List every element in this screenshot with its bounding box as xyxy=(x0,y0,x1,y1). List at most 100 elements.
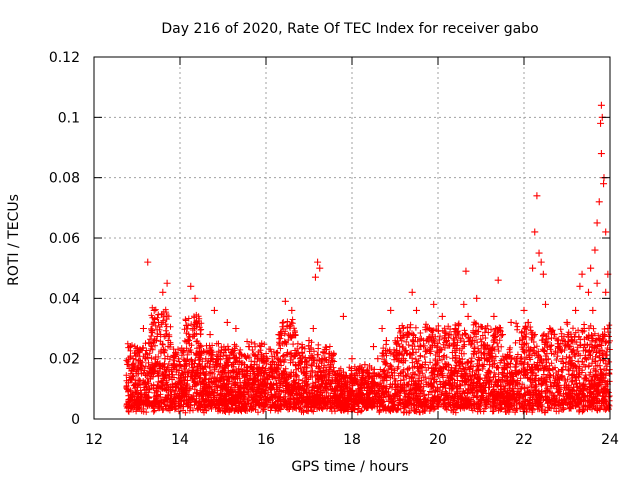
data-point xyxy=(395,325,403,332)
data-point xyxy=(468,337,476,345)
data-point xyxy=(219,373,227,381)
data-point xyxy=(559,355,567,363)
data-point xyxy=(159,288,167,296)
tick-labels-layer: 12 14 16 18 20 22 24 0 0.02 0.04 0.06 0.08 0.1 0.12 xyxy=(49,50,619,448)
data-point xyxy=(167,391,175,399)
data-point xyxy=(339,312,347,320)
data-point xyxy=(425,325,433,332)
x-tick-label: 18 xyxy=(343,432,361,448)
data-point xyxy=(430,300,438,308)
data-point xyxy=(597,119,605,127)
data-point xyxy=(137,397,145,405)
data-point xyxy=(292,373,300,381)
data-point xyxy=(357,391,365,399)
x-axis-title: GPS time / hours xyxy=(291,459,408,475)
x-tick-label: 16 xyxy=(257,432,275,448)
data-point xyxy=(236,379,244,387)
data-point xyxy=(535,249,543,257)
data-point xyxy=(135,349,143,357)
data-point xyxy=(249,391,257,399)
data-point xyxy=(301,379,309,387)
data-point xyxy=(593,219,601,227)
data-point xyxy=(391,349,399,357)
x-tick-label: 14 xyxy=(171,432,189,448)
data-point xyxy=(378,325,386,332)
y-axis-title: ROTI / TECUs xyxy=(6,194,22,286)
data-point xyxy=(133,370,141,378)
data-point xyxy=(382,337,390,345)
data-point xyxy=(460,300,468,308)
data-point xyxy=(434,349,442,357)
y-tick-label: 0.04 xyxy=(49,291,80,307)
data-point xyxy=(499,331,506,339)
data-point xyxy=(327,361,334,369)
data-point xyxy=(361,361,369,369)
data-point xyxy=(365,373,373,381)
data-point xyxy=(279,318,287,326)
data-point xyxy=(600,180,608,188)
data-point xyxy=(288,306,296,314)
data-point xyxy=(139,325,147,332)
data-point xyxy=(550,331,558,339)
data-point xyxy=(587,264,595,272)
y-tick-label: 0.12 xyxy=(49,50,80,66)
y-tick-label: 0 xyxy=(71,412,80,428)
data-point xyxy=(456,355,463,363)
data-point xyxy=(258,367,266,375)
data-point xyxy=(155,318,162,326)
data-point xyxy=(529,264,537,272)
data-point xyxy=(318,355,326,363)
y-tick-label: 0.08 xyxy=(49,171,80,187)
data-point xyxy=(245,343,253,351)
chart-title: Day 216 of 2020, Rate Of TEC Index for r… xyxy=(161,21,538,37)
data-point xyxy=(451,325,459,332)
data-points-layer xyxy=(124,101,612,411)
data-point xyxy=(481,325,489,332)
data-point xyxy=(576,282,584,290)
data-point xyxy=(191,294,199,302)
data-point xyxy=(473,294,481,302)
data-point xyxy=(589,306,597,314)
x-tick-label: 20 xyxy=(429,432,447,448)
data-point xyxy=(462,267,470,275)
data-point xyxy=(531,228,539,236)
data-point xyxy=(262,355,270,363)
data-point xyxy=(447,367,455,375)
data-point xyxy=(215,355,223,363)
ticks-layer xyxy=(93,56,611,420)
data-point xyxy=(131,391,139,399)
dense-noise-layer xyxy=(123,304,613,416)
data-point xyxy=(284,349,291,357)
data-point xyxy=(542,300,549,308)
data-point xyxy=(490,312,498,320)
data-point xyxy=(266,385,274,393)
data-point xyxy=(602,288,610,296)
data-point xyxy=(370,343,377,351)
data-point xyxy=(148,361,156,369)
data-point xyxy=(507,318,515,326)
data-point xyxy=(593,279,601,287)
data-point xyxy=(305,337,313,345)
data-point xyxy=(348,355,356,363)
data-point xyxy=(516,337,524,345)
data-point xyxy=(331,385,339,393)
data-point xyxy=(152,385,160,393)
data-point xyxy=(146,340,154,348)
data-point xyxy=(443,337,451,345)
data-point xyxy=(344,379,352,387)
data-point xyxy=(595,198,603,206)
data-point xyxy=(142,379,150,387)
data-point xyxy=(477,349,485,357)
data-point xyxy=(417,343,425,351)
data-point xyxy=(271,361,279,369)
data-point xyxy=(597,150,605,158)
x-tick-label: 12 xyxy=(85,432,103,448)
data-point xyxy=(494,276,502,284)
data-point xyxy=(580,325,588,332)
data-point xyxy=(163,279,171,287)
data-point xyxy=(563,318,571,326)
data-point xyxy=(520,306,528,314)
data-point xyxy=(546,325,554,332)
data-point xyxy=(352,367,360,375)
